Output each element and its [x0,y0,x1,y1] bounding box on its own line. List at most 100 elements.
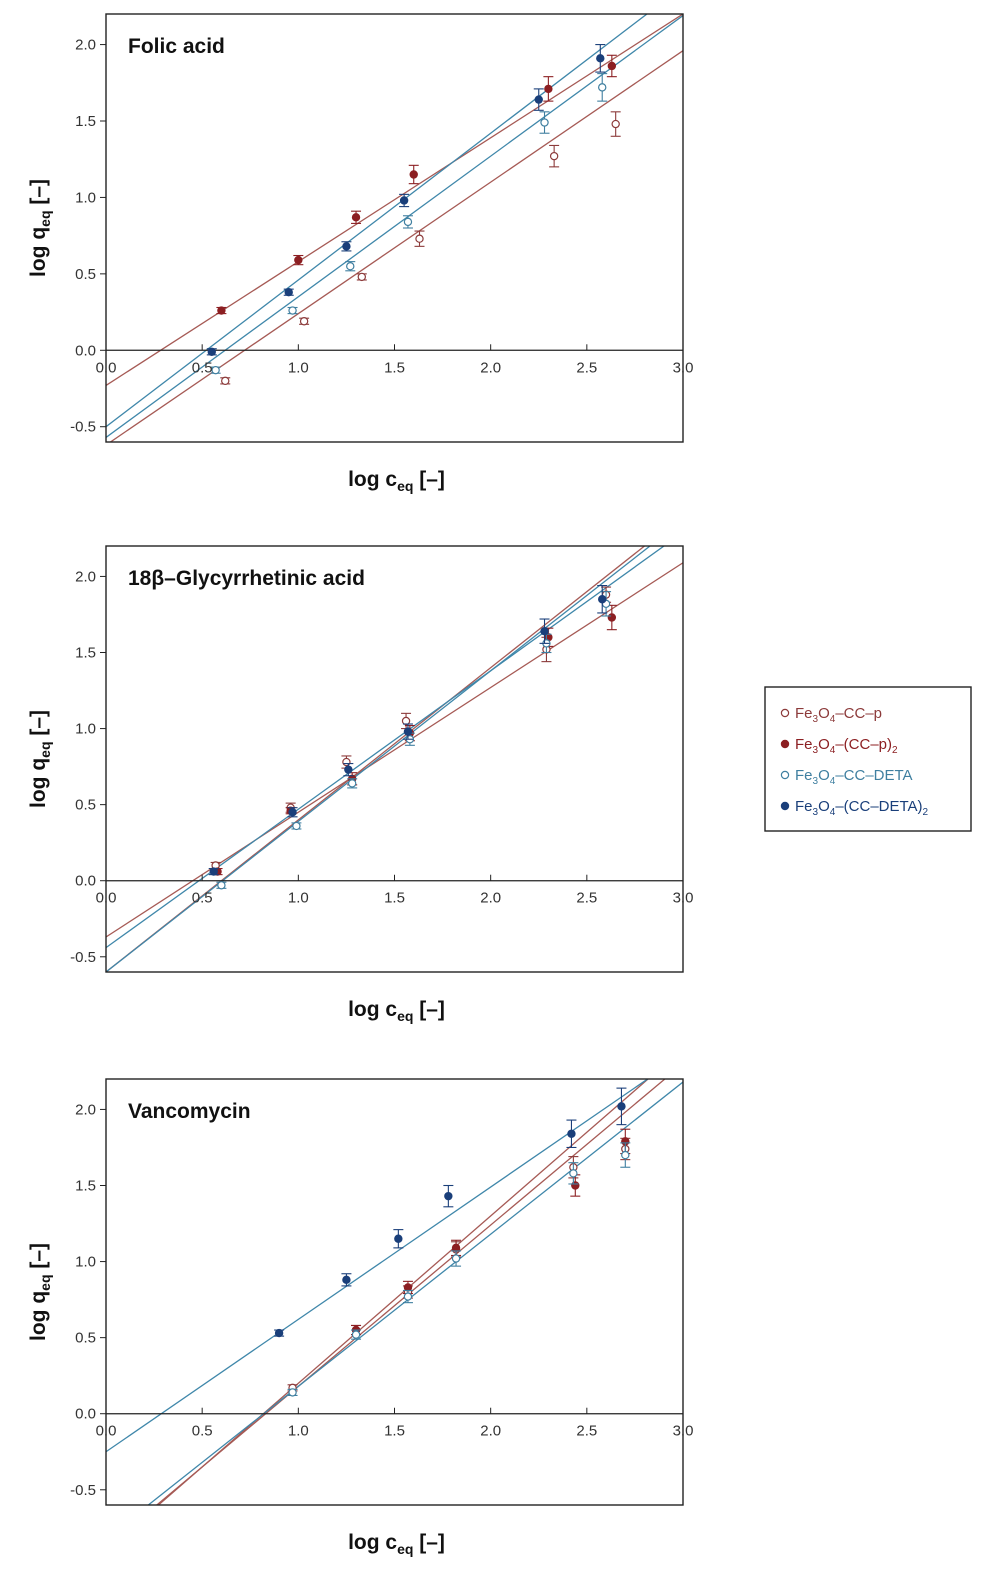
chart-title: Folic acid [128,35,225,58]
data-point-s4 [208,867,219,876]
marker [299,317,309,326]
data-point-s1 [356,272,367,282]
marker [288,306,297,315]
marker [346,262,355,271]
legend: Fe3O4–CC–p Fe3O4–(CC–p)2 Fe3O4–CC–DETA Fe3O… [764,686,972,832]
data-point-s2 [351,210,362,224]
y-tick-label: -0.5 [70,419,96,436]
data-point-s3 [539,111,550,134]
y-axis-label: log qeq [–] [27,179,53,277]
marker [607,613,617,622]
y-tick-label: 0.0 [75,1406,96,1423]
data-point-s3 [210,365,221,375]
y-tick-label: 1.0 [75,1254,96,1271]
marker [351,213,361,222]
marker [292,821,301,831]
y-tick-label: 1.5 [75,113,96,130]
x-tick-label: 0.5 [192,359,213,376]
y-tick-label: 1.0 [75,721,96,738]
data-point-s3 [597,73,608,102]
x-axis-label: log ceq [–] [348,468,445,494]
x-tick-label: 3.0 [673,1423,694,1440]
data-point-s3 [287,1388,298,1397]
marker [342,1275,351,1285]
legend-item-s1: Fe3O4–CC–p [780,705,882,725]
legend-marker [780,770,790,780]
x-tick-label: 2.5 [576,359,597,376]
marker [415,234,424,243]
y-tick-label: -0.5 [70,949,96,966]
x-tick-label: 1.0 [288,359,309,376]
fit-lines [106,14,683,442]
data-point-s2 [293,254,304,266]
x-tick-label: 0.5 [192,890,213,907]
y-tick-label: 2.0 [75,568,96,585]
marker [357,272,367,282]
marker [342,242,351,251]
y-axis-label: log qeq [–] [27,710,53,808]
fit-line-s4 [106,14,649,428]
legend-label: Fe3O4–CC–p [795,705,882,725]
marker [403,1292,413,1301]
data-point-s3 [287,306,298,315]
data-point-s4 [287,807,298,818]
data-point-s2 [606,54,617,78]
x-tick-label: 1.5 [384,359,405,376]
marker [444,1191,453,1201]
data-point-s4 [206,347,217,357]
marker [540,118,549,127]
data-point-s4 [597,585,608,614]
y-tick-label: -0.5 [70,1482,96,1499]
x-tick-label: 2.0 [480,1423,501,1440]
data-point-s4 [402,723,413,740]
data-point-s4 [595,44,606,73]
marker [409,170,418,179]
x-axis-label: log ceq [–] [348,998,445,1024]
marker [274,1328,284,1338]
y-tick-label: 2.0 [75,1101,96,1118]
legend-label: Fe3O4–CC–DETA [795,767,913,787]
data-point-s3 [451,1250,462,1267]
marker [569,1169,578,1178]
marker [451,1254,461,1263]
x-tick-label: 3.0 [673,359,694,376]
fit-line-s3 [147,1081,683,1505]
marker [607,61,617,71]
data-point-s2 [216,306,227,315]
marker [207,347,216,357]
marker [399,196,409,205]
marker [571,1181,580,1190]
marker [549,151,559,161]
marker [403,727,413,736]
x-tick-label: 1.5 [384,890,405,907]
y-tick-label: 0.5 [75,266,96,283]
marker [288,1388,297,1397]
data-point-s4 [393,1229,404,1249]
legend-item-s3: Fe3O4–CC–DETA [780,767,913,787]
fit-line-s4 [106,1079,649,1453]
data-point-s4 [343,763,354,777]
chart-panel-3: 0.0 0.5 1.0 1.5 2.0 2.5 3.0 -0.5 0.0 0.5 1.0 1.5 2.0… [27,1078,694,1557]
fit-lines [106,1079,683,1505]
y-tick-label: 2.0 [75,37,96,54]
x-tick-label: 2.5 [576,890,597,907]
legend-marker [780,708,790,718]
chart-panel-1: 0.0 0.5 1.0 1.5 2.0 2.5 3.0 -0.5 0.0 0.5 1.0 1.5 2.0… [27,13,694,494]
data-point-s3 [347,778,358,789]
data-point-s4 [443,1184,454,1208]
data-point-s3 [601,591,612,617]
y-tick-label: 0.0 [75,873,96,890]
y-tick-label: 1.0 [75,189,96,206]
x-tick-label: 1.5 [384,1423,405,1440]
x-tick-label: 3.0 [673,890,694,907]
marker [217,306,226,315]
data-point-s1 [610,111,621,137]
marker [598,83,607,92]
marker [294,255,303,265]
marker [401,716,411,726]
data-point-s2 [543,76,554,102]
marker [540,627,549,636]
x-tick-label: 0.0 [96,890,117,907]
fit-line-s2 [157,1079,650,1505]
